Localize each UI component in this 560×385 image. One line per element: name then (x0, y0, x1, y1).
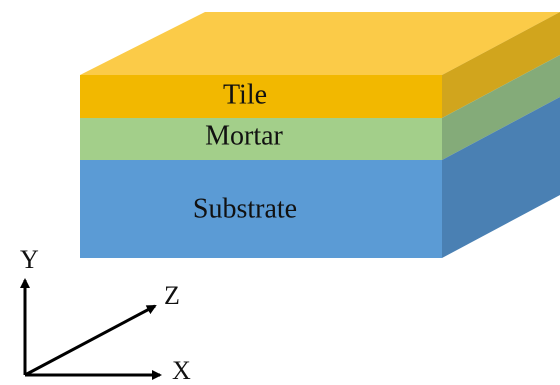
z-axis-arrow (24, 304, 157, 377)
substrate-side (442, 97, 560, 258)
tile-front (80, 75, 442, 118)
axis-label: Z (164, 281, 180, 310)
top-face (80, 12, 560, 75)
mortar-side (442, 55, 560, 160)
layer-label: Substrate (193, 193, 297, 224)
layer-label: Tile (223, 79, 267, 110)
mortar-front (80, 118, 442, 160)
axis-label: X (172, 356, 191, 385)
substrate-front (80, 160, 442, 258)
axis-label: Y (20, 245, 39, 274)
tile-side (442, 12, 560, 118)
layer-label: Mortar (205, 120, 283, 151)
